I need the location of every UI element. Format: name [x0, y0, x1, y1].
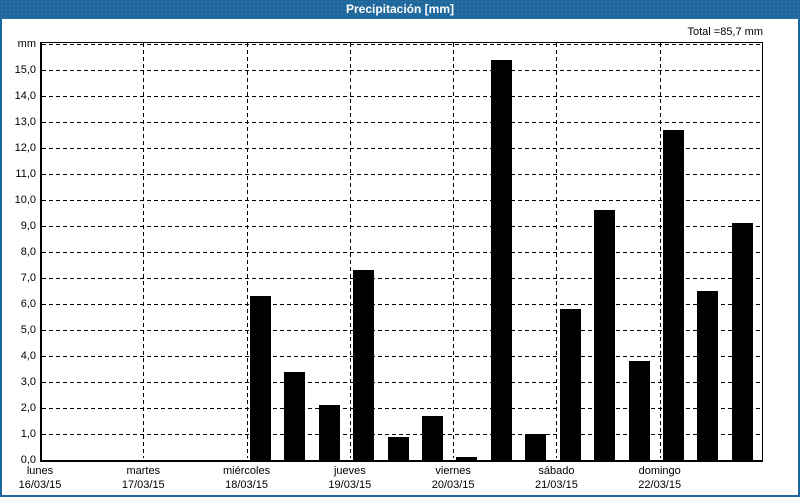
v-gridline — [350, 43, 351, 458]
h-gridline — [42, 70, 762, 71]
v-gridline — [660, 43, 661, 458]
y-tick-label: 0,0 — [20, 454, 36, 466]
h-gridline — [42, 122, 762, 123]
y-tick-label: 10,0 — [14, 194, 36, 206]
h-gridline — [42, 44, 762, 45]
y-tick-label: 3,0 — [20, 376, 36, 388]
precip-bar — [663, 130, 684, 460]
day-date-label: 21/03/15 — [535, 479, 578, 491]
day-name-label: miércoles — [223, 465, 271, 477]
precip-bar — [732, 223, 753, 460]
h-gridline — [42, 252, 762, 253]
h-gridline — [42, 200, 762, 201]
precip-bar — [422, 416, 443, 460]
day-name-label: lunes — [26, 465, 54, 477]
day-date-label: 17/03/15 — [121, 479, 165, 491]
y-tick-label: 8,0 — [20, 246, 36, 258]
y-tick-label: 2,0 — [20, 402, 36, 414]
precip-bar — [284, 372, 305, 460]
y-tick-label: 7,0 — [20, 272, 36, 284]
y-tick-label: 15,0 — [14, 64, 36, 76]
v-gridline — [247, 43, 248, 458]
y-tick-label: 6,0 — [20, 298, 36, 310]
h-gridline — [42, 278, 762, 279]
h-gridline — [42, 356, 762, 357]
h-gridline — [42, 382, 762, 383]
h-gridline — [42, 330, 762, 331]
precip-bar — [594, 210, 615, 460]
h-gridline — [42, 96, 762, 97]
chart-title: Precipitación [mm] — [345, 2, 455, 16]
day-date-label: 16/03/15 — [18, 479, 62, 491]
y-tick-label: 13,0 — [14, 116, 36, 128]
h-gridline — [42, 148, 762, 149]
precip-bar — [456, 457, 477, 460]
h-gridline — [42, 434, 762, 435]
y-tick-label: 5,0 — [20, 324, 36, 336]
y-tick-label: 12,0 — [14, 142, 36, 154]
day-name-label: viernes — [435, 465, 471, 477]
y-tick-label: 4,0 — [20, 350, 36, 362]
day-date-label: 22/03/15 — [638, 479, 682, 491]
precip-bar — [250, 296, 271, 460]
y-tick-label: 9,0 — [20, 220, 36, 232]
y-tick-label: 11,0 — [15, 168, 36, 180]
h-gridline — [42, 408, 762, 409]
day-name-label: domingo — [638, 465, 681, 477]
v-gridline — [453, 43, 454, 458]
y-tick-label: 1,0 — [20, 428, 36, 440]
plot-area — [40, 42, 763, 462]
day-date-label: 18/03/15 — [225, 479, 268, 491]
precip-bar — [697, 291, 718, 460]
precip-bar — [319, 405, 340, 460]
y-tick-label: 14,0 — [14, 90, 36, 102]
precip-bar — [560, 309, 581, 460]
precip-bar — [629, 361, 650, 460]
h-gridline — [42, 226, 762, 227]
precip-bar — [388, 437, 409, 460]
window-titlebar[interactable]: Precipitación [mm] — [0, 0, 800, 19]
h-gridline — [42, 174, 762, 175]
y-axis-unit-label: mm — [17, 38, 36, 50]
precip-bar — [491, 60, 512, 460]
day-name-label: jueves — [333, 465, 366, 477]
day-name-label: martes — [126, 465, 161, 477]
precip-bar — [525, 434, 546, 460]
v-gridline — [556, 43, 557, 458]
total-label: Total =85,7 mm — [687, 26, 763, 38]
h-gridline — [42, 304, 762, 305]
precip-bar — [353, 270, 374, 460]
day-date-label: 19/03/15 — [328, 479, 372, 491]
v-gridline — [143, 43, 144, 458]
day-name-label: sábado — [538, 465, 575, 477]
day-date-label: 20/03/15 — [431, 479, 475, 491]
